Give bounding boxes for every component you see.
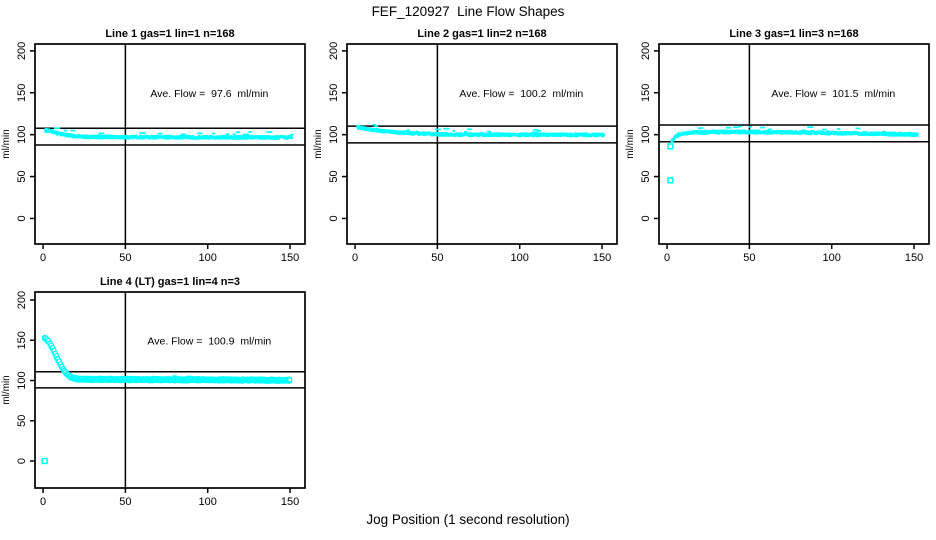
- y-tick-label: 200: [16, 42, 28, 60]
- y-tick-label: 50: [16, 170, 28, 182]
- y-tick-label: 100: [640, 125, 652, 143]
- y-tick-label: 200: [328, 42, 340, 60]
- x-tick-label: 50: [119, 252, 131, 264]
- panel-line-4: Line 4 (LT) gas=1 lin=4 n=3 0 50 100 150 0 50 1…: [1, 276, 306, 508]
- axes: 0 50 100 150 0 50 100 150 200 ml/min: [625, 42, 923, 264]
- y-tick-label: 50: [16, 415, 28, 427]
- x-tick-label: 150: [281, 252, 299, 264]
- y-tick-label: 0: [16, 215, 28, 221]
- axes: 0 50 100 150 0 50 100 150 200 ml/min: [1, 291, 299, 508]
- x-tick-label: 50: [743, 252, 755, 264]
- y-tick-label: 200: [640, 42, 652, 60]
- y-tick-label: 0: [640, 215, 652, 221]
- reference-lines: [347, 44, 617, 244]
- x-tick-label: 0: [40, 252, 46, 264]
- x-tick-label: 0: [664, 252, 670, 264]
- data-points-layer: [44, 127, 294, 140]
- y-tick-label: 150: [640, 84, 652, 102]
- y-tick-label: 150: [328, 84, 340, 102]
- y-tick-label: 100: [16, 371, 28, 389]
- reference-lines: [35, 292, 305, 488]
- y-tick-label: 0: [16, 458, 28, 464]
- plot-box: [34, 43, 306, 245]
- y-tick-label: 150: [16, 84, 28, 102]
- panel-title: Line 4 (LT) gas=1 lin=4 n=3: [100, 276, 240, 288]
- y-tick-label: 100: [16, 125, 28, 143]
- x-tick-label: 50: [431, 252, 443, 264]
- panel-line-3: Line 3 gas=1 lin=3 n=168 0 50 100 150 0 50 100 1…: [625, 28, 930, 264]
- plot-box: [346, 43, 618, 245]
- panel-title: Line 3 gas=1 lin=3 n=168: [729, 28, 858, 40]
- y-tick-label: 50: [328, 170, 340, 182]
- average-flow-annotation: Ave. Flow = 100.9 ml/min: [147, 335, 271, 347]
- reference-lines: [659, 44, 929, 244]
- x-tick-label: 150: [281, 496, 299, 508]
- panel-title: Line 2 gas=1 lin=2 n=168: [417, 28, 546, 40]
- y-tick-label: 50: [640, 170, 652, 182]
- average-flow-annotation: Ave. Flow = 100.2 ml/min: [459, 88, 583, 100]
- plot-box: [658, 43, 930, 245]
- axes: 0 50 100 150 0 50 100 150 200 ml/min: [313, 42, 611, 264]
- data-points-layer: [667, 125, 919, 184]
- data-points-layer: [356, 123, 605, 138]
- average-flow-annotation: Ave. Flow = 101.5 ml/min: [771, 88, 895, 100]
- average-flow-annotation: Ave. Flow = 97.6 ml/min: [150, 88, 268, 100]
- x-tick-label: 100: [511, 252, 529, 264]
- y-tick-label: 100: [328, 125, 340, 143]
- x-tick-label: 0: [352, 252, 358, 264]
- x-tick-label: 0: [40, 496, 46, 508]
- outlier-point: [41, 457, 48, 465]
- y-axis-unit-label: ml/min: [1, 375, 12, 404]
- x-tick-label: 100: [823, 252, 841, 264]
- panel-line-1: Line 1 gas=1 lin=1 n=168 0 50 100 150 0 50 100 1…: [1, 28, 306, 264]
- data-points-layer: [41, 334, 293, 465]
- outlier-point: [667, 143, 674, 150]
- y-axis-unit-label: ml/min: [625, 129, 636, 158]
- x-tick-label: 150: [905, 252, 923, 264]
- y-tick-label: 0: [328, 215, 340, 221]
- outlier-point: [667, 177, 674, 184]
- panel-title: Line 1 gas=1 lin=1 n=168: [105, 28, 234, 40]
- x-tick-label: 50: [119, 496, 131, 508]
- figure-x-axis-label: Jog Position (1 second resolution): [366, 512, 570, 527]
- y-tick-label: 150: [16, 331, 28, 349]
- x-tick-label: 100: [199, 252, 217, 264]
- reference-lines: [35, 44, 305, 244]
- plot-box: [34, 291, 306, 489]
- x-tick-label: 150: [593, 252, 611, 264]
- y-tick-label: 200: [16, 291, 28, 309]
- x-tick-label: 100: [199, 496, 217, 508]
- axes: 0 50 100 150 0 50 100 150 200 ml/min: [1, 42, 299, 264]
- y-axis-unit-label: ml/min: [313, 129, 324, 158]
- panel-line-2: Line 2 gas=1 lin=2 n=168 0 50 100 150 0 50 100 1…: [313, 28, 618, 264]
- figure-title: FEF_120927 Line Flow Shapes: [371, 4, 565, 19]
- y-axis-unit-label: ml/min: [1, 129, 12, 158]
